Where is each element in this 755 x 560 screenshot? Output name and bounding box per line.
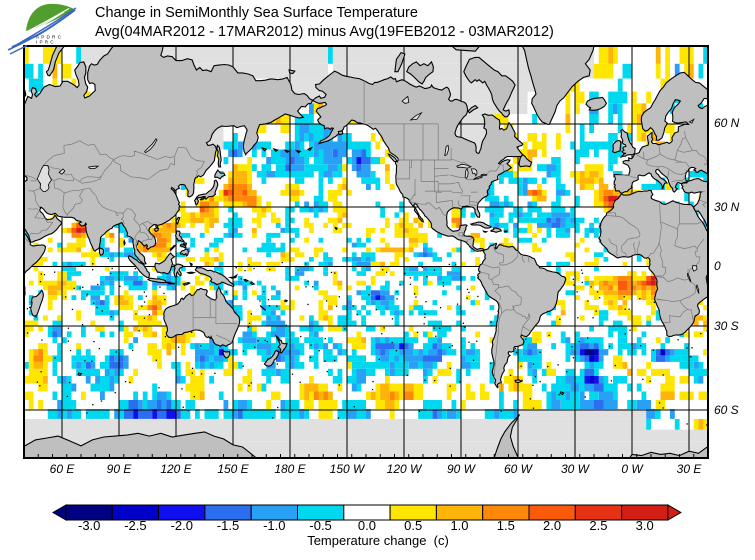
svg-text:Avg(04MAR2012 - 17MAR2012) min: Avg(04MAR2012 - 17MAR2012) minus Avg(19F… [95,24,554,40]
svg-text:30 W: 30 W [561,462,591,476]
svg-text:0: 0 [714,259,721,273]
svg-text:1.0: 1.0 [450,518,468,533]
svg-text:30 S: 30 S [714,319,739,333]
svg-text:30 N: 30 N [714,200,740,214]
svg-text:3.0: 3.0 [636,518,654,533]
svg-text:0.5: 0.5 [404,518,422,533]
svg-text:120 E: 120 E [160,462,192,476]
svg-text:30 E: 30 E [677,462,703,476]
svg-text:120 W: 120 W [387,462,423,476]
svg-text:-3.0: -3.0 [78,518,100,533]
svg-text:-1.5: -1.5 [217,518,239,533]
svg-text:1.5: 1.5 [497,518,515,533]
svg-text:-0.5: -0.5 [309,518,331,533]
svg-text:60 N: 60 N [714,116,740,130]
svg-text:2.5: 2.5 [589,518,607,533]
svg-text:0.0: 0.0 [358,518,376,533]
svg-text:60 S: 60 S [714,403,739,417]
svg-text:0 W: 0 W [621,462,644,476]
svg-text:150 E: 150 E [217,462,249,476]
svg-text:90 E: 90 E [107,462,133,476]
svg-text:180 E: 180 E [274,462,306,476]
svg-text:APDRC: APDRC [36,35,63,40]
svg-text:Change in SemiMonthly Sea Surf: Change in SemiMonthly Sea Surface Temper… [95,5,418,21]
svg-text:Temperature change (c): Temperature change (c) [307,533,449,548]
svg-text:60 E: 60 E [50,462,76,476]
svg-text:60 W: 60 W [504,462,534,476]
svg-text:-1.0: -1.0 [263,518,285,533]
svg-text:IPRC: IPRC [36,40,56,45]
svg-text:2.0: 2.0 [543,518,561,533]
svg-text:150 W: 150 W [330,462,366,476]
svg-text:90 W: 90 W [447,462,477,476]
svg-text:-2.0: -2.0 [171,518,193,533]
svg-text:-2.5: -2.5 [124,518,146,533]
